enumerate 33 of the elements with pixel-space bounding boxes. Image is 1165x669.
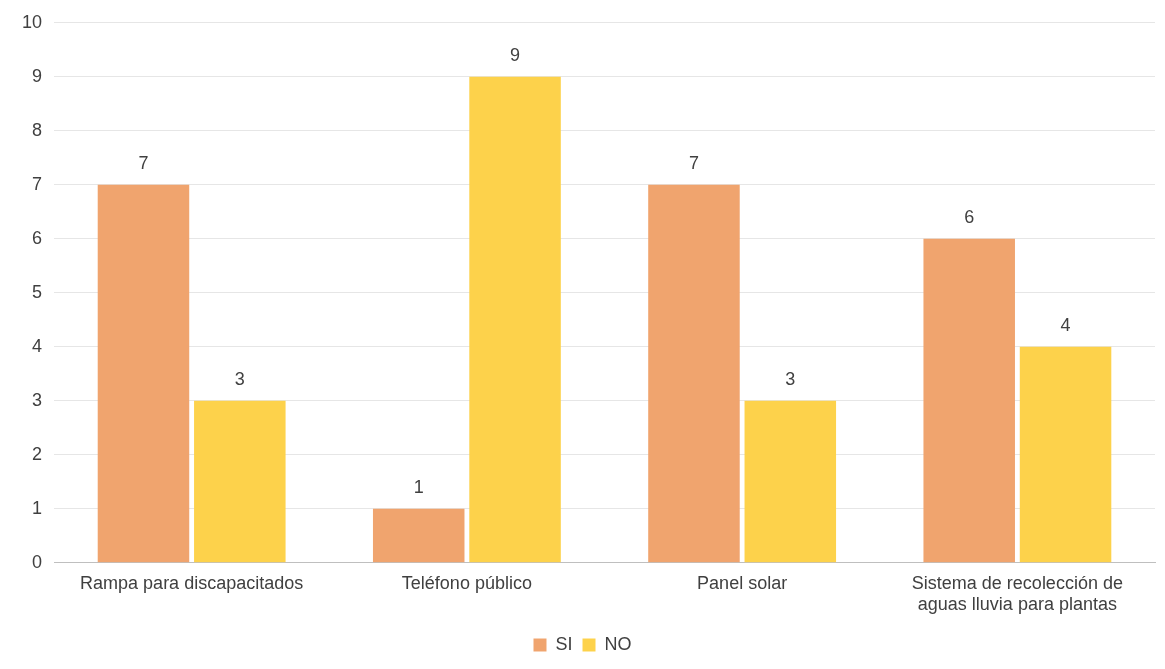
y-tick-label: 3: [32, 389, 43, 410]
x-tick-label: Panel solar: [697, 572, 788, 593]
data-label: 3: [785, 368, 796, 389]
y-tick-label: 6: [32, 227, 43, 248]
x-tick-label: Rampa para discapacitados: [80, 572, 304, 593]
bar: [648, 184, 740, 563]
data-label: 9: [510, 44, 521, 65]
bar: [372, 508, 465, 563]
bar: [744, 400, 837, 563]
y-tick-label: 1: [32, 497, 43, 518]
data-label: 7: [688, 152, 699, 173]
bar: [469, 76, 561, 563]
data-label: 6: [964, 206, 975, 227]
bar: [97, 184, 190, 563]
x-tick-label: Sistema de recolección de aguas lluvia para plantas: [911, 572, 1123, 615]
y-tick-label: 9: [32, 65, 43, 86]
data-label: 4: [1060, 314, 1071, 335]
y-tick-label: 7: [32, 173, 43, 194]
bar: [923, 238, 1015, 563]
y-tick-label: 10: [21, 11, 43, 32]
y-tick-label: 0: [32, 551, 43, 572]
data-label: 7: [138, 152, 149, 173]
legend-label: SI: [555, 633, 573, 654]
y-tick-label: 5: [32, 281, 43, 302]
y-tick-label: 2: [32, 443, 43, 464]
y-tick-label: 8: [32, 119, 43, 140]
bar: [1019, 346, 1112, 563]
y-tick-label: 4: [32, 335, 43, 356]
bar: [194, 400, 286, 563]
legend-label: NO: [604, 633, 632, 654]
x-tick-label: Teléfono público: [401, 572, 532, 593]
data-label: 1: [413, 476, 424, 497]
data-label: 3: [234, 368, 245, 389]
